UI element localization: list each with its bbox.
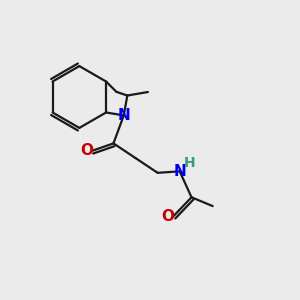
Text: H: H bbox=[183, 156, 195, 170]
Text: O: O bbox=[80, 143, 94, 158]
Text: N: N bbox=[117, 109, 130, 124]
Text: N: N bbox=[173, 164, 186, 179]
Text: O: O bbox=[161, 209, 174, 224]
